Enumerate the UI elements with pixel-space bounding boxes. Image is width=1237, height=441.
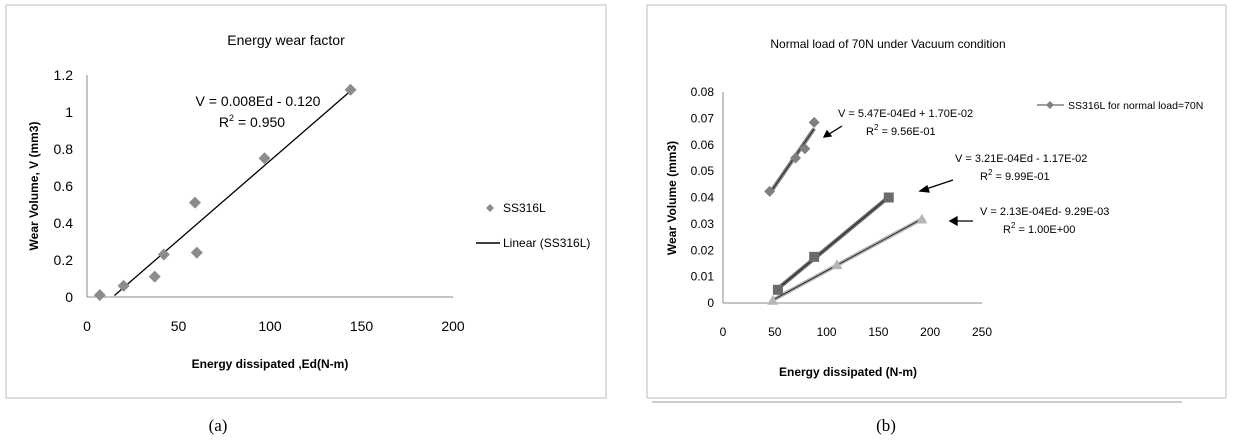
chart-b-r2-1: R2 = 9.56E-01 [866, 123, 936, 138]
chart-a-points [93, 83, 357, 302]
chart-b-r2-2-exp: 2 [988, 168, 993, 177]
chart-b-data-point-1 [790, 152, 802, 164]
chart-b-y-tick-label: 0.02 [691, 243, 715, 257]
chart-b-eq-1: V = 5.47E-04Ed + 1.70E-02 [838, 108, 973, 120]
chart-b-r2-3-value: = 1.00E+00 [1015, 224, 1075, 236]
chart-b-x-tick-label: 250 [972, 325, 992, 339]
chart-a-title: Energy wear factor [227, 32, 345, 48]
chart-b-r2-3-label: R [1003, 224, 1011, 236]
chart-a-trendline-group [114, 92, 350, 296]
chart-b-data-point-1 [799, 143, 811, 155]
arrow-2-icon [918, 184, 930, 193]
chart-b-data-point-2 [809, 251, 820, 262]
caption-a: (a) [209, 416, 228, 435]
chart-a-y-tick-labels: 0 0.2 0.4 0.6 0.8 1 1.2 [54, 67, 74, 305]
chart-b-eq-2: V = 3.21E-04Ed - 1.17E-02 [955, 153, 1087, 165]
panel-b: Normal load of 70N under Vacuum conditio… [646, 4, 1227, 399]
chart-b-data-point-3 [767, 294, 779, 305]
chart-b-y-tick-label: 0.08 [691, 85, 715, 99]
chart-a-y-tick-label: 0.8 [54, 141, 74, 157]
chart-b-points [764, 116, 928, 305]
legend-a-series: SS316L [503, 201, 546, 215]
chart-a-equation: V = 0.008Ed - 0.120 [196, 93, 321, 109]
chart-b-arrows [822, 125, 973, 227]
chart-a-r2-exp: 2 [229, 113, 234, 123]
chart-b-x-tick-label: 100 [817, 325, 837, 339]
chart-a-r2: R2 = 0.950 [219, 113, 285, 130]
chart-b-title: Normal load of 70N under Vacuum conditio… [770, 37, 1005, 51]
chart-b-r2-3: R2 = 1.00E+00 [1003, 221, 1075, 236]
chart-b-x-tick-label: 50 [768, 325, 782, 339]
chart-b-r2-3-exp: 2 [1011, 221, 1016, 230]
chart-b-data-point-3 [831, 259, 843, 270]
chart-b-data-point-1 [808, 116, 820, 128]
chart-b-y-label: Wear Volume (mm3) [665, 141, 679, 255]
chart-b-r2-2-value: = 9.99E-01 [992, 171, 1049, 183]
chart-b-r2-1-exp: 2 [874, 123, 879, 132]
legend-a-trend: Linear (SS316L) [503, 236, 590, 250]
arrow-3-icon [948, 215, 958, 227]
chart-b-x-label: Energy dissipated (N-m) [779, 365, 917, 379]
chart-b-fit-line-core-3 [772, 218, 923, 301]
chart-b-r2-2-label: R [980, 171, 988, 183]
chart-a-y-label: Wear Volume, V (mm3) [27, 122, 41, 251]
legend-b-marker [1046, 101, 1054, 109]
legend-b-series: SS316L for normal load=70N [1068, 100, 1203, 112]
chart-a-y-tick-label: 0 [65, 289, 73, 305]
legend-a-marker [486, 204, 494, 212]
chart-a-data-point [190, 246, 203, 259]
chart-a-y-tick-label: 0.4 [54, 215, 74, 231]
arrow-1-icon [822, 129, 833, 138]
panel-a-frame [5, 4, 607, 399]
chart-b-r2-1-value: = 9.56E-01 [878, 126, 935, 138]
chart-a-data-point [344, 83, 357, 96]
chart-b-data-point-2 [883, 192, 894, 203]
chart-a-x-tick-label: 150 [350, 318, 374, 334]
chart-a-data-point [93, 289, 106, 302]
chart-a-y-tick-label: 0.6 [54, 178, 74, 194]
chart-a-r2-value: = 0.950 [234, 114, 285, 130]
chart-a-x-tick-label: 200 [441, 318, 465, 334]
chart-b-data-point-3 [916, 213, 928, 224]
chart-b-fit-lines [767, 127, 923, 302]
chart-b-y-tick-label: 0.04 [691, 191, 715, 205]
chart-b-y-tick-label: 0.03 [691, 217, 715, 231]
chart-b-x-tick-label: 200 [920, 325, 940, 339]
chart-b-y-tick-label: 0.06 [691, 138, 715, 152]
chart-b-y-tick-label: 0.01 [691, 270, 715, 284]
chart-b-y-tick-label: 0.07 [691, 111, 715, 125]
chart-a-x-tick-label: 100 [258, 318, 282, 334]
chart-a-x-tick-label: 0 [83, 318, 91, 334]
chart-a-x-tick-label: 50 [171, 318, 187, 334]
chart-a-r2-label: R [219, 114, 229, 130]
chart-a-data-point [157, 248, 170, 261]
chart-b-fit-line-core-1 [769, 128, 815, 194]
chart-b-y-tick-label: 0.05 [691, 164, 715, 178]
chart-a-y-tick-label: 1 [65, 104, 73, 120]
chart-b-y-tick-label: 0 [707, 296, 714, 310]
chart-a-trendline [114, 92, 350, 296]
chart-a-data-point [188, 196, 201, 209]
chart-a-x-label: Energy dissipated ,Ed(N-m) [192, 357, 349, 371]
chart-a-x-tick-labels: 0 50 100 150 200 [83, 318, 465, 334]
chart-b-data-point-2 [772, 284, 783, 295]
chart-b-r2-1-label: R [866, 126, 874, 138]
caption-b: (b) [876, 416, 896, 435]
chart-b-fit-line-core-2 [774, 196, 890, 292]
chart-a-data-point [258, 152, 271, 165]
chart-b-eq-3: V = 2.13E-04Ed- 9.29E-03 [980, 206, 1109, 218]
chart-b-r2-2: R2 = 9.99E-01 [980, 168, 1050, 183]
chart-b-y-tick-labels: 0 0.01 0.02 0.03 0.04 0.05 0.06 0.07 0.08 [691, 85, 715, 310]
chart-a-y-tick-label: 0.2 [54, 252, 74, 268]
chart-a-data-point [148, 270, 161, 283]
chart-b-x-tick-labels: 0 50 100 150 200 250 [720, 325, 993, 339]
panel-a: Energy wear factor 0 0.2 0.4 0.6 0.8 1 1.2 0 50… [5, 4, 607, 399]
chart-b-x-tick-label: 150 [868, 325, 888, 339]
chart-b-x-tick-label: 0 [720, 325, 727, 339]
chart-a-data-point [117, 279, 130, 292]
chart-b-data-point-1 [764, 185, 776, 197]
chart-a-y-tick-label: 1.2 [54, 67, 74, 83]
